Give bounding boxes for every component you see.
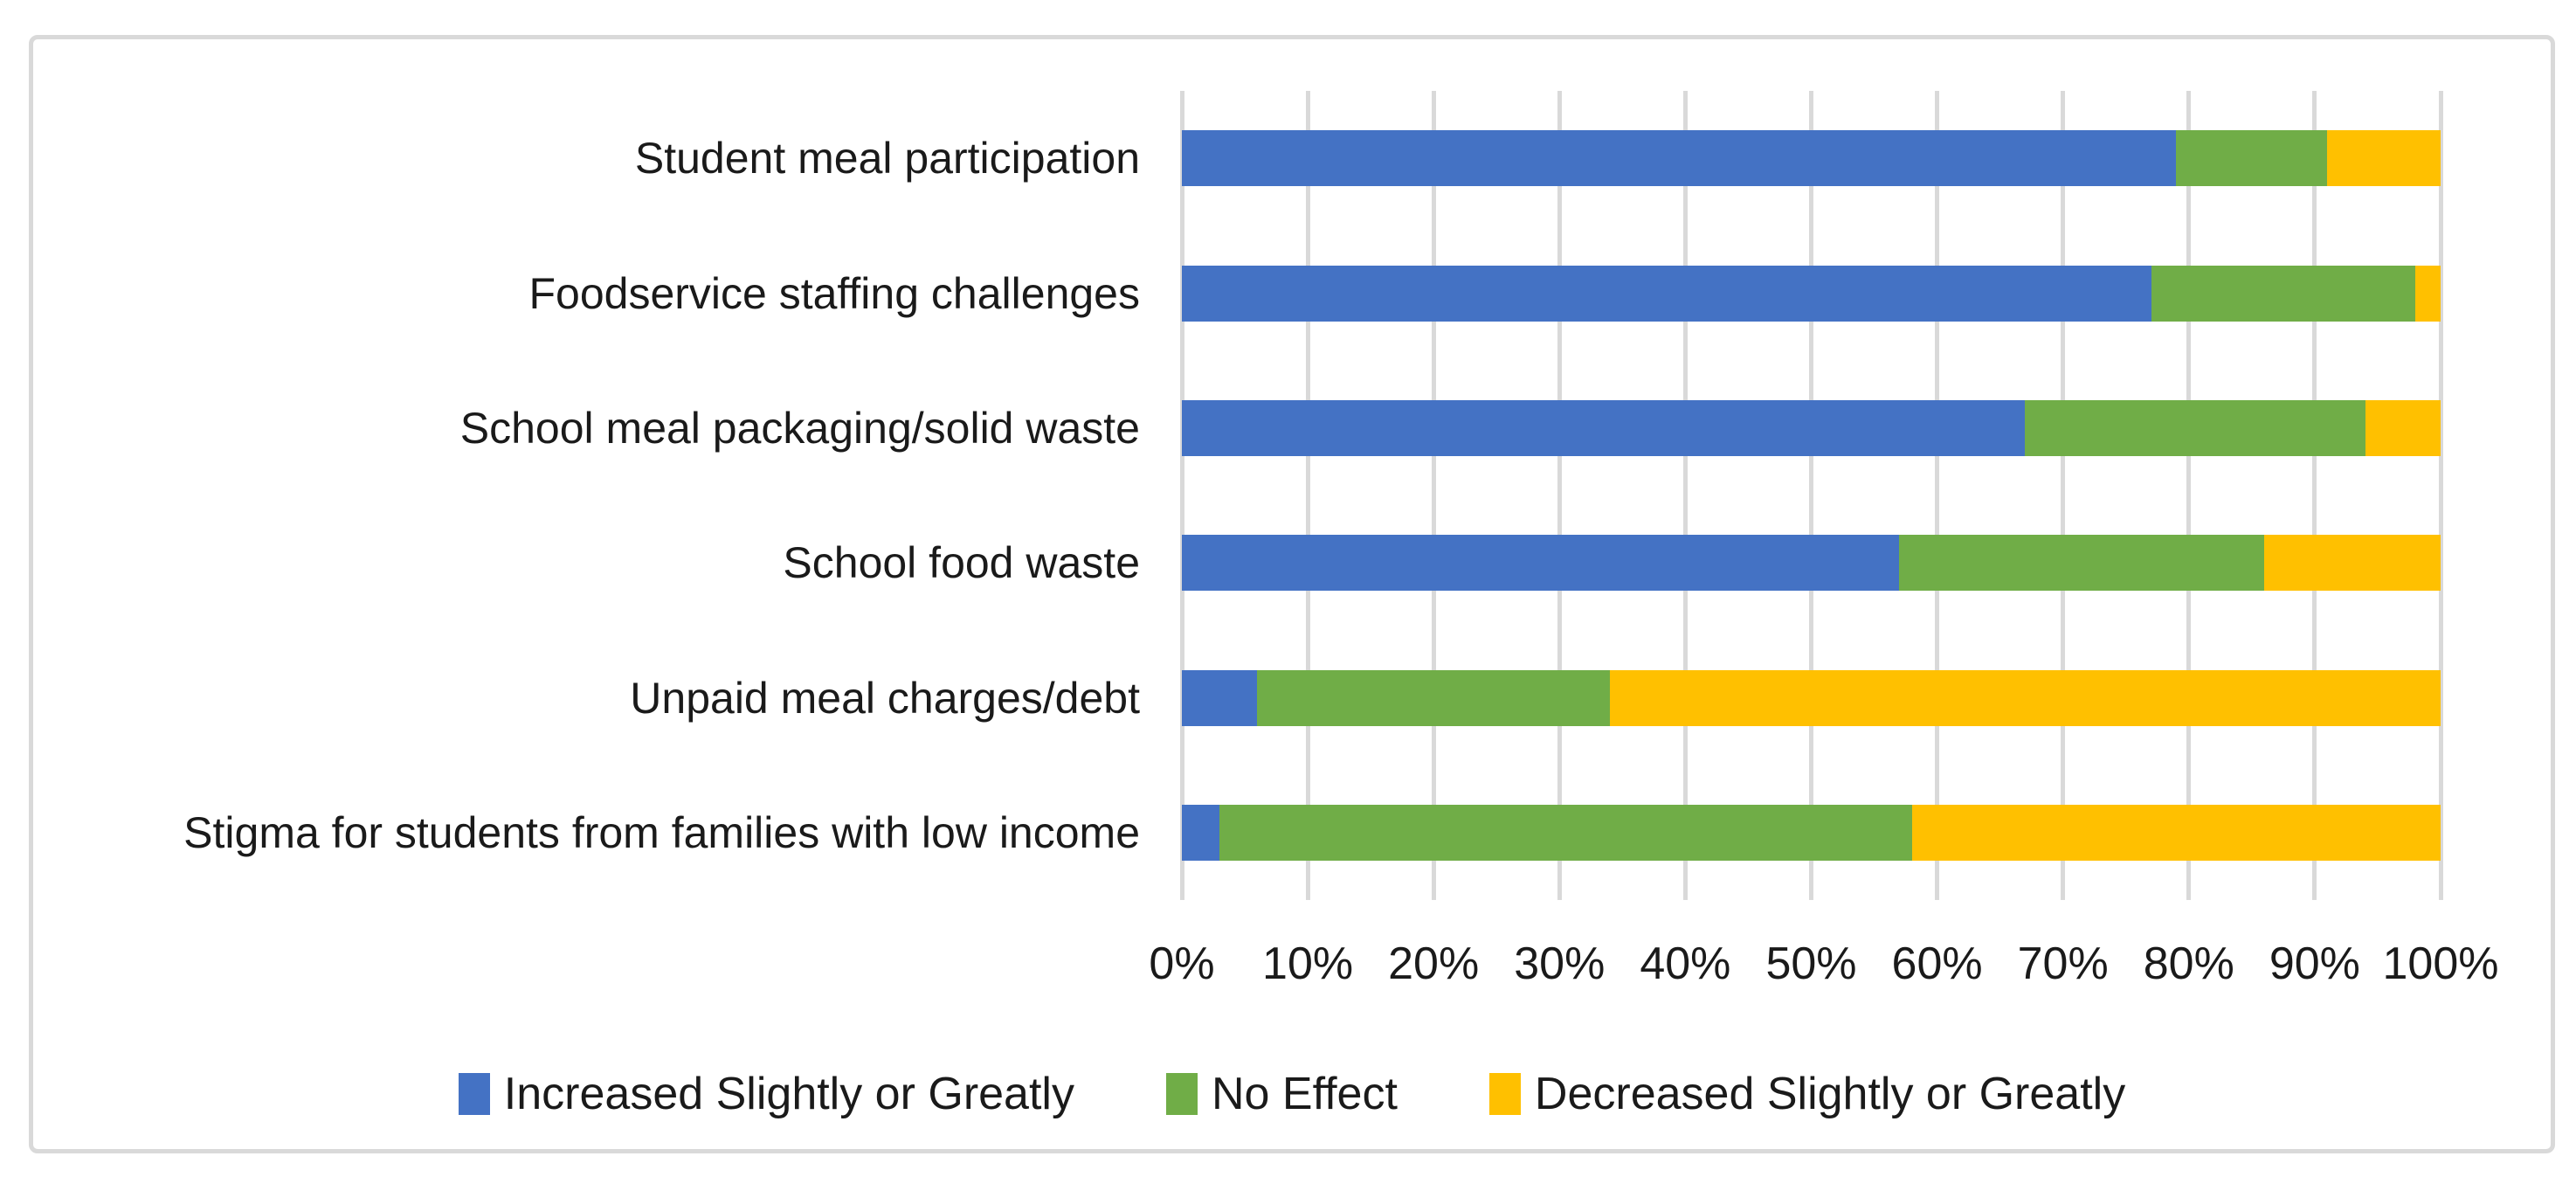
gridline: [1809, 91, 1813, 900]
legend-swatch: [1488, 1073, 1521, 1115]
bar-row: [1182, 130, 2441, 187]
category-label: School food waste: [783, 538, 1140, 588]
x-axis-tick-label: 40%: [1640, 938, 1731, 989]
legend-swatch: [458, 1073, 490, 1115]
legend-label: No Effect: [1211, 1069, 1398, 1119]
x-axis-tick-label: 0%: [1149, 938, 1215, 989]
bar-segment: [2327, 130, 2441, 187]
bar-row: [1182, 535, 2441, 592]
bar-segment: [2151, 265, 2416, 322]
category-label: Unpaid meal charges/debt: [630, 673, 1140, 723]
legend-label: Increased Slightly or Greatly: [503, 1069, 1074, 1119]
bar-segment: [1182, 399, 2026, 456]
x-axis-tick-label: 100%: [2382, 938, 2499, 989]
gridline: [2438, 91, 2443, 900]
bar-segment: [1911, 804, 2441, 861]
bar-segment: [2264, 535, 2441, 592]
legend-item: Increased Slightly or Greatly: [458, 1068, 1074, 1120]
x-axis-tick-label: 10%: [1262, 938, 1354, 989]
category-label: Student meal participation: [634, 134, 1140, 183]
bar-segment: [1182, 535, 1900, 592]
gridline: [2186, 91, 2192, 900]
x-axis-tick-label: 60%: [1891, 938, 1983, 989]
category-label: Stigma for students from families with l…: [183, 807, 1140, 857]
x-axis-tick-label: 50%: [1765, 938, 1857, 989]
legend-label: Decreased Slightly or Greatly: [1534, 1069, 2126, 1119]
bar-segment: [2025, 399, 2365, 456]
bar-row: [1182, 669, 2441, 726]
bar-segment: [2176, 130, 2328, 187]
bar-segment: [1182, 130, 2177, 187]
bar-segment: [1609, 669, 2441, 726]
bar-row: [1182, 265, 2441, 322]
x-axis-tick-label: 80%: [2143, 938, 2234, 989]
bar-row: [1182, 399, 2441, 456]
legend-swatch: [1165, 1073, 1198, 1115]
bar-segment: [1257, 669, 1610, 726]
gridline: [1179, 91, 1184, 900]
bar-segment: [1182, 669, 1258, 726]
gridline: [1557, 91, 1562, 900]
x-axis-tick-label: 70%: [2017, 938, 2109, 989]
gridline: [1935, 91, 1940, 900]
bar-row: [1182, 804, 2441, 861]
bar-segment: [1182, 804, 1220, 861]
gridline: [1305, 91, 1310, 900]
category-label: Foodservice staffing challenges: [528, 268, 1141, 318]
bar-segment: [1899, 535, 2265, 592]
gridline: [2312, 91, 2317, 900]
bar-segment: [1182, 265, 2151, 322]
legend-item: Decreased Slightly or Greatly: [1488, 1068, 2126, 1120]
legend-item: No Effect: [1165, 1068, 1398, 1120]
chart-frame-border: [29, 35, 2555, 1153]
x-axis-tick-label: 20%: [1388, 938, 1480, 989]
bar-segment: [1219, 804, 1912, 861]
gridline: [2061, 91, 2066, 900]
category-label: School meal packaging/solid waste: [459, 403, 1140, 453]
x-axis-tick-label: 90%: [2269, 938, 2360, 989]
x-axis-tick-label: 30%: [1514, 938, 1606, 989]
bar-segment: [2365, 399, 2441, 456]
gridline: [1682, 91, 1688, 900]
bar-segment: [2415, 265, 2441, 322]
legend: Increased Slightly or Greatly No Effect De…: [29, 1059, 2555, 1129]
gridline: [1431, 91, 1436, 900]
